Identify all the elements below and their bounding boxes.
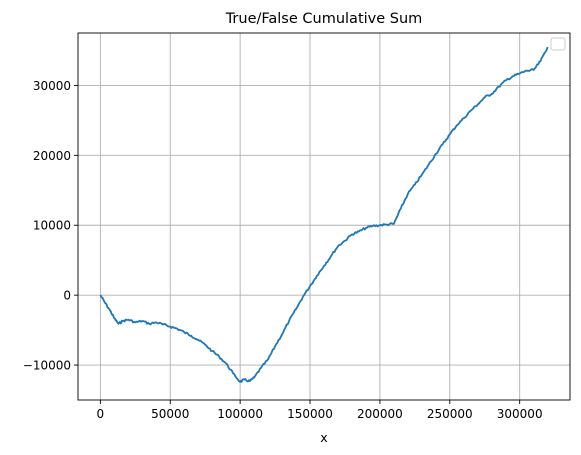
grid-lines [78,33,570,400]
x-tick-label: 0 [97,407,105,421]
y-tick-label: 20000 [33,149,71,163]
x-tick-label: 100000 [217,407,263,421]
plot-area-frame [77,32,571,401]
y-tick-label: −10000 [23,359,71,373]
series-line [99,46,549,383]
x-axis-label: x [320,430,327,445]
x-tick-label: 150000 [287,407,333,421]
x-tick-label: 250000 [427,407,473,421]
y-tick-label: 0 [63,289,71,303]
axis-ticks: 0 50000 100000 150000 200000 250000 300000−100… [23,79,543,421]
y-tick-label: 30000 [33,79,71,93]
x-tick-label: 200000 [357,407,403,421]
x-tick-label: 300000 [497,407,543,421]
x-tick-label: 50000 [151,407,189,421]
series-layer [99,46,549,383]
legend-box [550,37,566,51]
chart-title: True/False Cumulative Sum [225,11,423,27]
y-tick-label: 10000 [33,219,71,233]
